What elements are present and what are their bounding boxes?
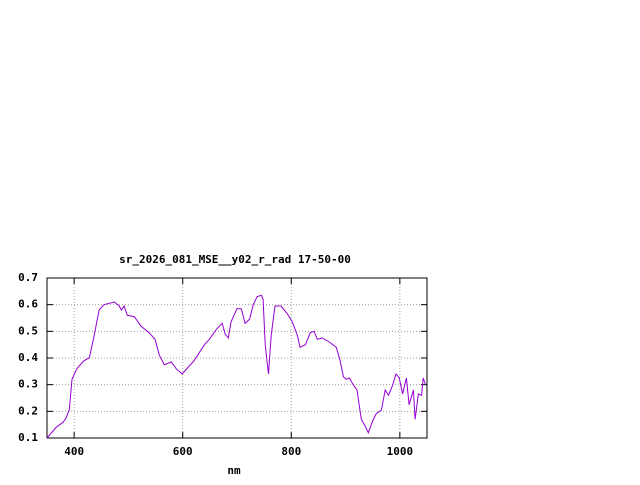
x-axis-label: nm [227, 464, 241, 477]
y-tick-label: 0.5 [18, 324, 38, 337]
y-tick-label: 0.1 [18, 431, 38, 444]
y-tick-label: 0.7 [18, 271, 38, 284]
plot-border [46, 277, 428, 439]
x-tick-label: 1000 [387, 445, 414, 458]
data-line [46, 294, 426, 439]
x-tick-label: 800 [281, 445, 301, 458]
y-tick-label: 0.3 [18, 378, 38, 391]
y-tick-label: 0.6 [18, 298, 38, 311]
chart-title: sr_2026_081_MSE__y02_r_rad 17-50-00 [119, 253, 351, 266]
x-tick-label: 600 [173, 445, 193, 458]
y-tick-label: 0.4 [18, 351, 38, 364]
y-tick-label: 0.2 [18, 404, 38, 417]
x-tick-label: 400 [64, 445, 84, 458]
